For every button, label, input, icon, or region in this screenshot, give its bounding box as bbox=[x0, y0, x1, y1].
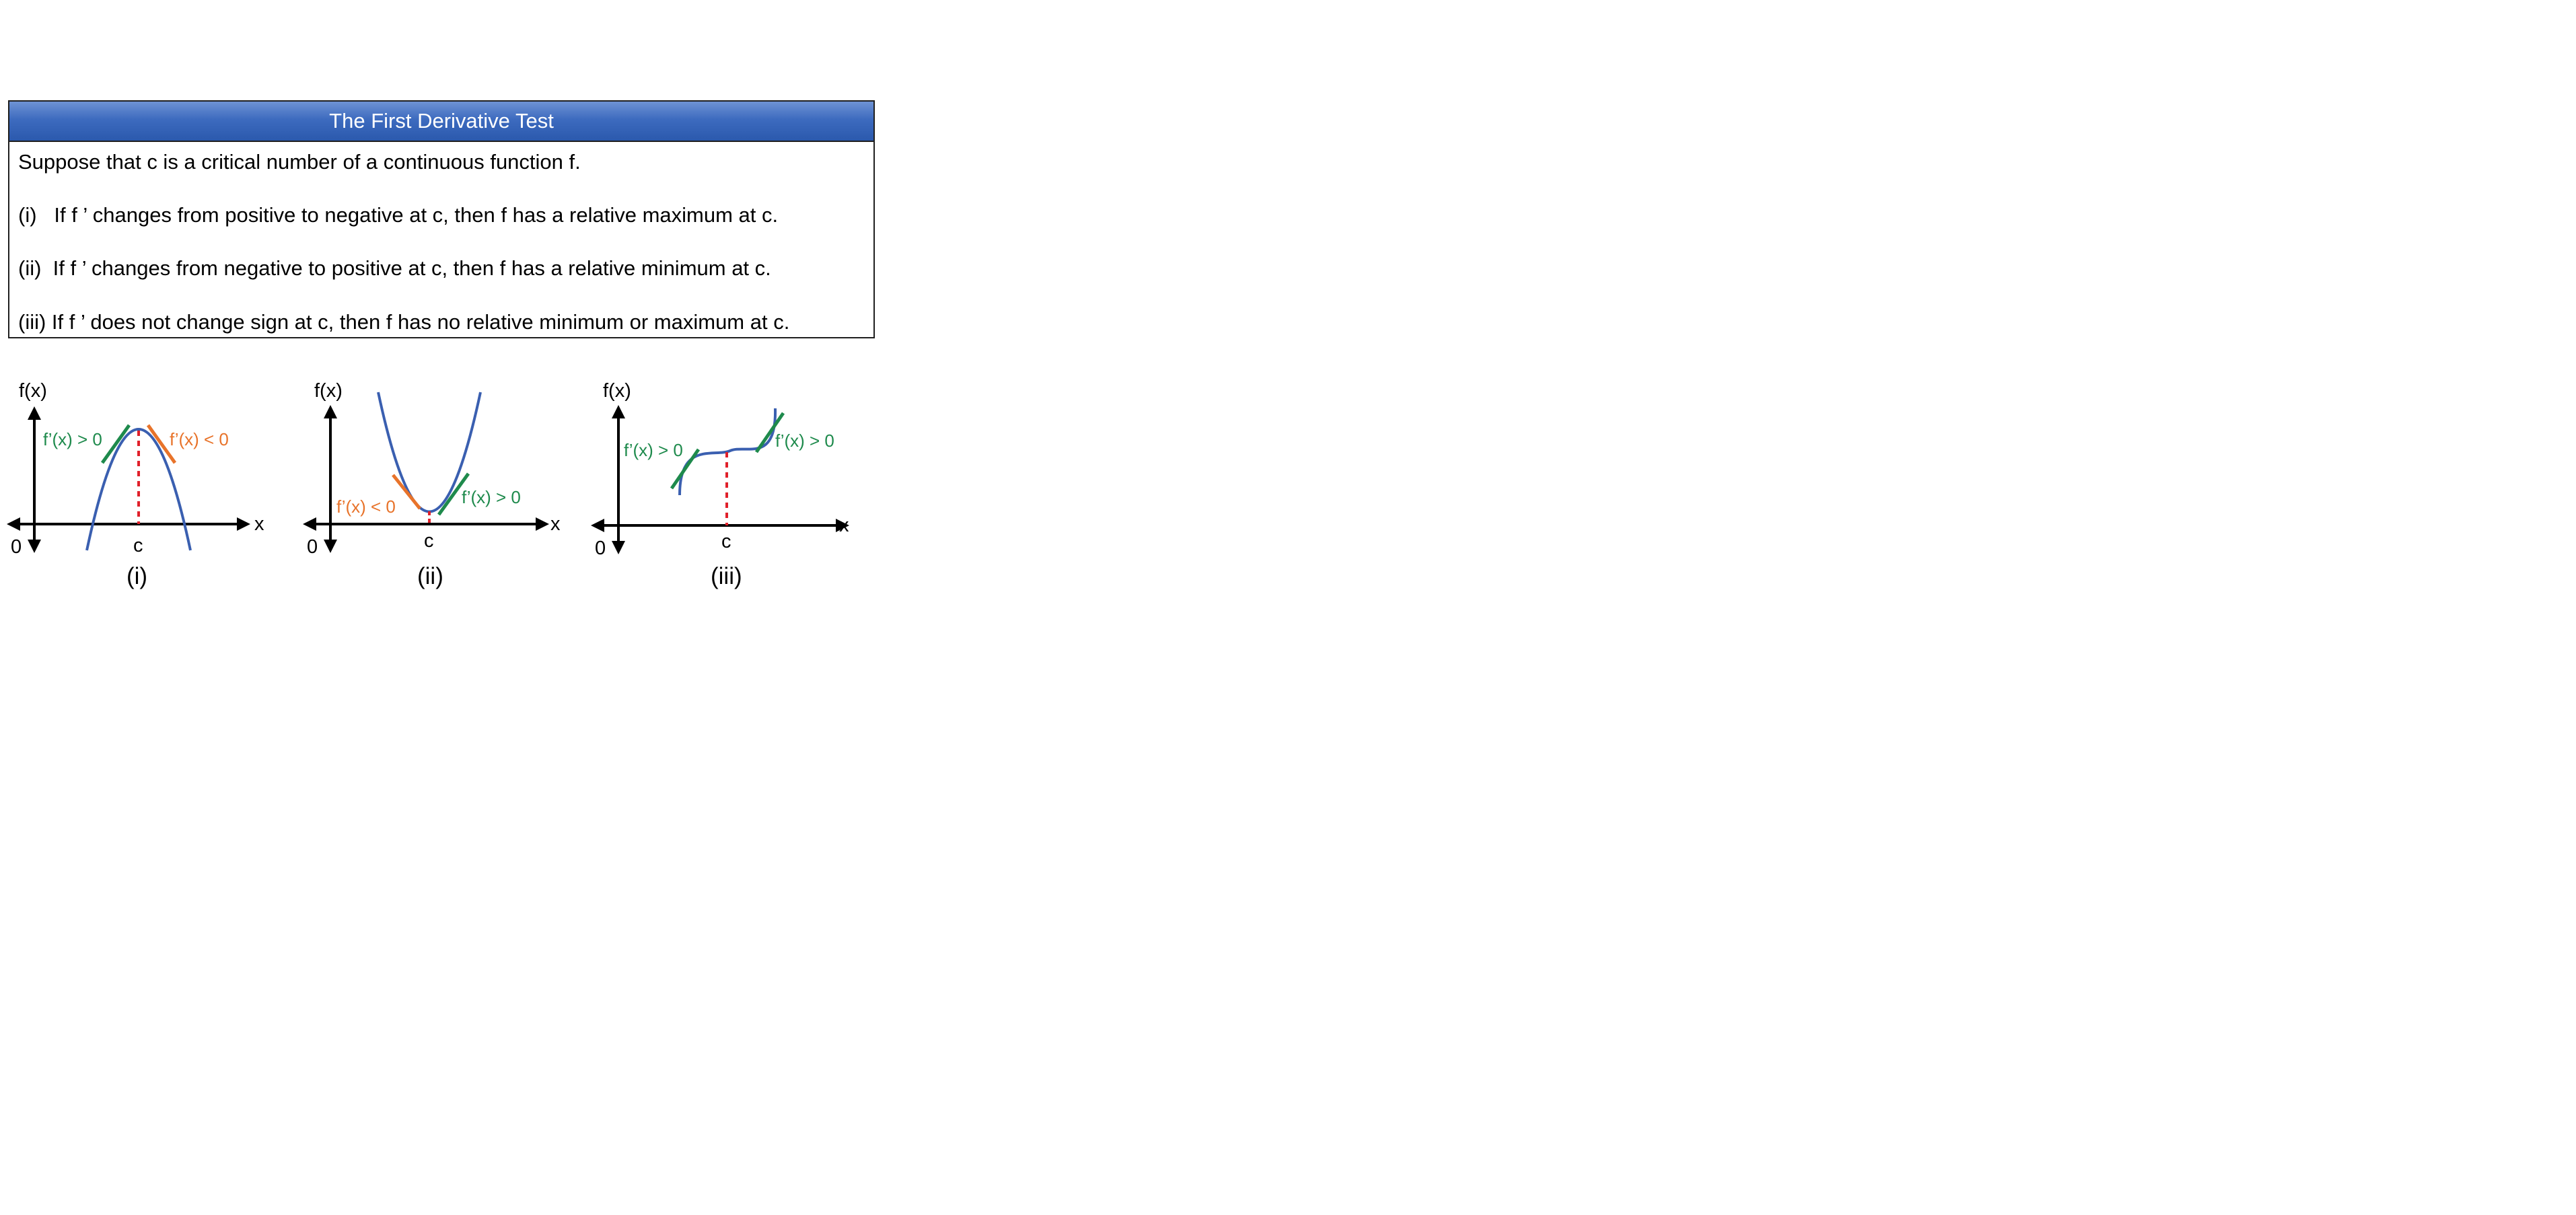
tangent-positive bbox=[100, 424, 131, 464]
curve bbox=[678, 408, 777, 496]
graph-caption: (ii) bbox=[417, 563, 443, 589]
graph-iii: f(x) x 0 c f’(x) > 0 f’(x) > 0 (iii) bbox=[591, 380, 849, 589]
x-axis-label: x bbox=[839, 515, 849, 536]
x-axis-label: x bbox=[550, 513, 561, 535]
tangent-positive-right bbox=[754, 412, 785, 453]
tangent-negative bbox=[146, 424, 177, 464]
critical-label: c bbox=[721, 531, 731, 552]
origin-label: 0 bbox=[595, 538, 606, 559]
origin-label: 0 bbox=[307, 536, 318, 558]
right-slope-label: f’(x) > 0 bbox=[775, 431, 834, 451]
critical-label: c bbox=[133, 535, 143, 556]
y-axis-label: f(x) bbox=[603, 380, 631, 402]
x-axis-label: x bbox=[254, 513, 264, 535]
graphs-area: f(x) x 0 c f’(x) > 0 f’(x) < 0 (i) f(x) … bbox=[7, 380, 849, 589]
y-axis-label: f(x) bbox=[314, 380, 343, 402]
tangent-positive bbox=[437, 472, 470, 516]
tangent-negative bbox=[392, 474, 421, 510]
critical-label: c bbox=[424, 530, 434, 552]
theorem-box: The First Derivative Test Suppose that c… bbox=[8, 100, 875, 338]
graph-i: f(x) x 0 c f’(x) > 0 f’(x) < 0 (i) bbox=[7, 380, 264, 589]
theorem-title: The First Derivative Test bbox=[9, 102, 873, 142]
theorem-case-ii: (ii) If f ’ changes from negative to pos… bbox=[18, 256, 771, 280]
left-slope-label: f’(x) < 0 bbox=[336, 496, 396, 517]
origin-label: 0 bbox=[11, 536, 22, 558]
left-slope-label: f’(x) > 0 bbox=[624, 440, 683, 460]
tangent-positive-left bbox=[670, 448, 701, 490]
theorem-case-i: (i) If f ’ changes from positive to nega… bbox=[18, 203, 779, 227]
curve bbox=[85, 428, 192, 551]
theorem-case-iii: (iii) If f ’ does not change sign at c, … bbox=[18, 310, 790, 334]
theorem-intro: Suppose that c is a critical number of a… bbox=[18, 150, 581, 174]
left-slope-label: f’(x) > 0 bbox=[43, 429, 102, 449]
right-slope-label: f’(x) < 0 bbox=[170, 429, 229, 449]
graph-caption: (i) bbox=[127, 563, 147, 589]
graph-ii: f(x) x 0 c f’(x) < 0 f’(x) > 0 (ii) bbox=[303, 380, 561, 589]
right-slope-label: f’(x) > 0 bbox=[462, 487, 521, 507]
y-axis-label: f(x) bbox=[19, 380, 47, 402]
graph-caption: (iii) bbox=[711, 563, 742, 589]
